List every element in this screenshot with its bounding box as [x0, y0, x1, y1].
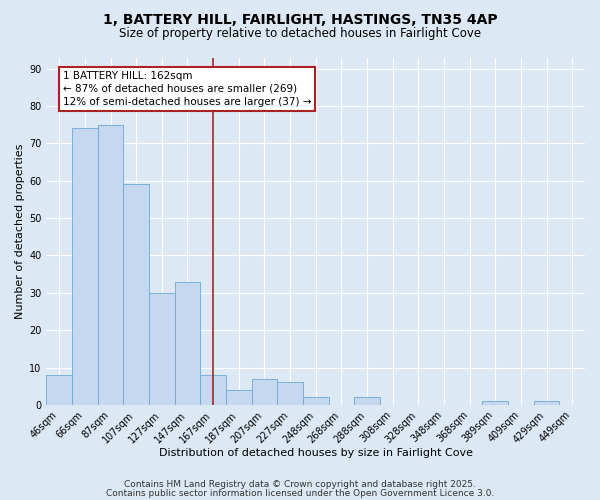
Bar — [251, 378, 277, 405]
Bar — [98, 124, 124, 405]
Bar — [534, 401, 559, 405]
Text: Size of property relative to detached houses in Fairlight Cove: Size of property relative to detached ho… — [119, 28, 481, 40]
Bar — [175, 282, 200, 405]
Bar — [277, 382, 303, 405]
Bar — [72, 128, 98, 405]
Text: 1, BATTERY HILL, FAIRLIGHT, HASTINGS, TN35 4AP: 1, BATTERY HILL, FAIRLIGHT, HASTINGS, TN… — [103, 12, 497, 26]
Text: Contains public sector information licensed under the Open Government Licence 3.: Contains public sector information licen… — [106, 490, 494, 498]
Bar — [482, 401, 508, 405]
Bar — [200, 375, 226, 405]
Bar — [354, 398, 380, 405]
X-axis label: Distribution of detached houses by size in Fairlight Cove: Distribution of detached houses by size … — [159, 448, 473, 458]
Bar — [303, 398, 329, 405]
Bar — [46, 375, 72, 405]
Bar — [124, 184, 149, 405]
Y-axis label: Number of detached properties: Number of detached properties — [15, 144, 25, 319]
Bar — [149, 293, 175, 405]
Bar — [226, 390, 251, 405]
Text: Contains HM Land Registry data © Crown copyright and database right 2025.: Contains HM Land Registry data © Crown c… — [124, 480, 476, 489]
Text: 1 BATTERY HILL: 162sqm
← 87% of detached houses are smaller (269)
12% of semi-de: 1 BATTERY HILL: 162sqm ← 87% of detached… — [63, 70, 311, 107]
